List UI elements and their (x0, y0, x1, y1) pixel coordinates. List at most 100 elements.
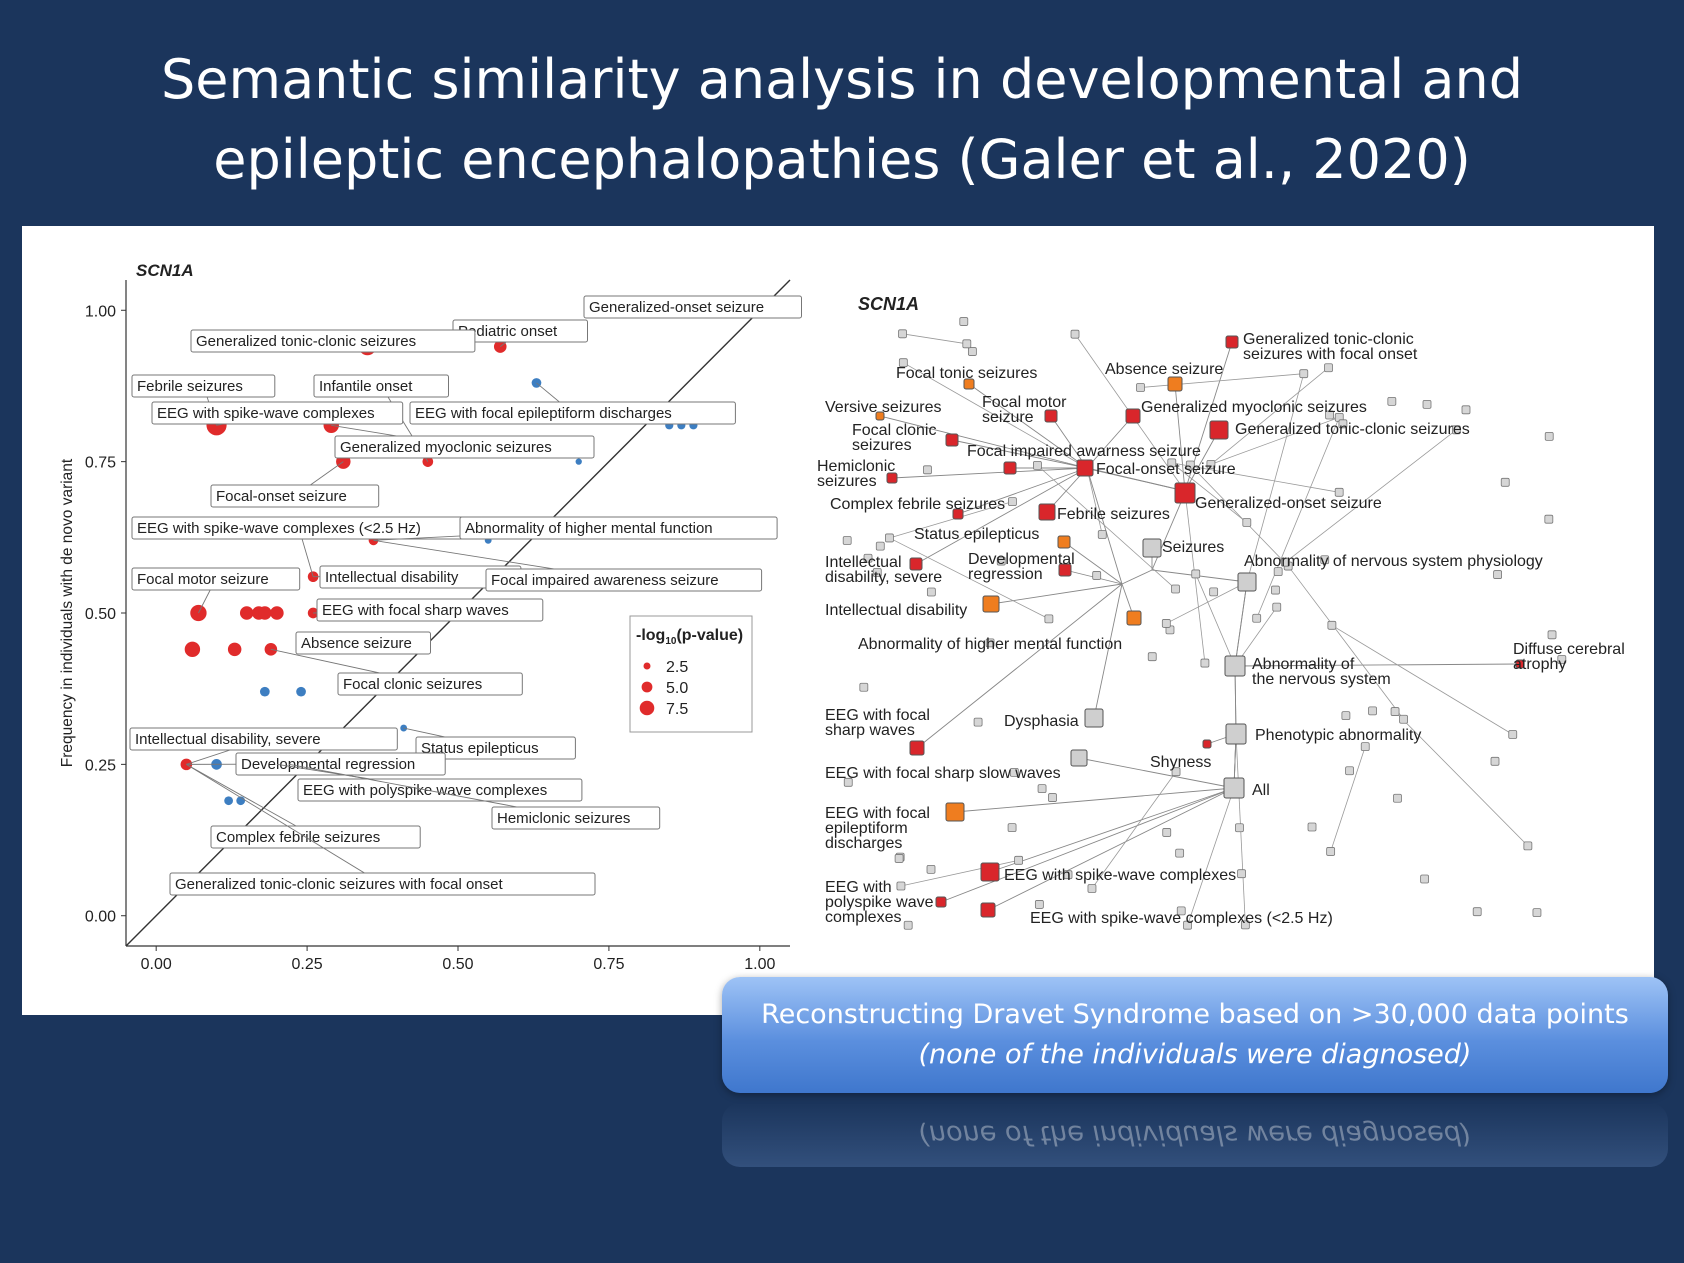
network-node-small (1008, 497, 1017, 506)
network-node-label: Focal impaired awarness seizure (967, 443, 1201, 460)
annotation-label: EEG with focal epileptiform discharges (409, 382, 736, 425)
annotation-text: EEG with spike-wave complexes (157, 405, 375, 422)
network-node-label: Hemiclonic seizures (817, 458, 895, 490)
callout-box: Reconstructing Dravet Syndrome based on … (722, 977, 1668, 1093)
network-node-small (1387, 397, 1397, 406)
significant-point (239, 606, 254, 620)
annotation-box (131, 374, 276, 398)
network-edge (957, 467, 1088, 515)
annotation-box (297, 778, 583, 802)
annotation-text: Abnormality of higher mental function (465, 520, 713, 537)
network-node (963, 378, 975, 390)
network-node-label: EEG with focal sharp waves (825, 707, 930, 739)
network-edge (1233, 733, 1237, 789)
annotation-text: Febrile seizures (137, 378, 243, 395)
network-edge (889, 501, 1013, 539)
network-node (1044, 409, 1058, 423)
network-edge (1140, 373, 1304, 388)
network-node-label: Phenotypic abnormality (1255, 727, 1421, 744)
network-node-small (1523, 841, 1533, 851)
annotation-label: Absence seizure (295, 631, 431, 655)
annotation-label: Intellectual disability, severe (129, 727, 398, 765)
network-node-small (1092, 571, 1102, 580)
network-node-label: EEG with polyspike wave complexes (825, 879, 934, 926)
network-node-small (962, 339, 972, 349)
network-edge (1234, 606, 1278, 667)
network-node-small (1345, 766, 1354, 776)
network-node-small (1320, 555, 1330, 565)
network-node-small (1162, 828, 1172, 837)
significant-point (184, 641, 201, 658)
network-node (875, 411, 885, 421)
annotation-text: EEG with polyspike wave complexes (303, 782, 547, 799)
network-node-small (1472, 907, 1482, 917)
network-node-label: Intellectual disability, severe (825, 554, 942, 586)
network-node (886, 472, 898, 484)
network-node (1084, 708, 1104, 728)
network-node-small (895, 852, 905, 862)
annotation-box (313, 374, 449, 398)
network-node-label: Focal tonic seizures (896, 365, 1037, 382)
network-node (1070, 749, 1088, 767)
annotation-box (129, 727, 398, 751)
network-node-small (926, 864, 936, 874)
network-node (980, 862, 1000, 882)
annotation-box (337, 672, 523, 696)
callout-reflection: (none of the individuals were diagnosed) (722, 1103, 1668, 1167)
annotation-text: EEG with spike-wave complexes (<2.5 Hz) (137, 520, 421, 537)
network-edge (989, 787, 1235, 873)
network-node-small (1033, 460, 1042, 470)
network-edge (1174, 383, 1186, 492)
network-node-small (1063, 870, 1073, 880)
annotation-box (210, 825, 421, 849)
network-node-small (1206, 459, 1216, 469)
network-node-small (1368, 706, 1377, 716)
network-edge (1206, 733, 1237, 745)
network-node-small (863, 553, 873, 563)
annotation-text: Intellectual disability, severe (135, 731, 321, 748)
network-node-label: Focal motor seizure (982, 394, 1067, 426)
network-node-small (1097, 530, 1107, 539)
annotation-text: Pediatric onset (458, 323, 558, 340)
network-edges (879, 333, 1529, 926)
network-node-label: Generalized myoclonic seizures (1141, 399, 1367, 416)
network-edge (1233, 733, 1237, 789)
network-node-label: Generalized tonic-clonic seizures with fo… (1243, 331, 1418, 363)
network-node-small (1037, 784, 1047, 794)
network-node-small (1544, 431, 1554, 441)
network-node-small (1147, 652, 1157, 662)
y-tick-label: 0.25 (85, 757, 116, 774)
network-node-small (898, 329, 907, 339)
network-edge (1256, 417, 1340, 619)
network-node (1058, 563, 1072, 577)
network-node-small (1165, 625, 1175, 635)
network-node-small (1334, 412, 1344, 422)
network-node-small (959, 317, 969, 326)
network-node-small (1175, 848, 1185, 858)
network-edge (1037, 465, 1176, 590)
annotation-label: Focal impaired awareness seizure (373, 539, 763, 592)
network-node-label: Absence seizure (1105, 361, 1223, 378)
network-edge (902, 333, 967, 345)
network-node-small (1242, 518, 1252, 527)
network-edge (951, 439, 1088, 469)
network-node-small (1334, 487, 1344, 497)
network-edge (1084, 467, 1186, 492)
network-node-label: EEG with spike-wave complexes (<2.5 Hz) (1030, 910, 1333, 927)
network-node-label: Dysphasia (1004, 713, 1079, 730)
annotation-text: Focal impaired awareness seizure (491, 572, 719, 589)
annotation-label: Febrile seizures (131, 374, 276, 426)
network-edge (1166, 581, 1248, 624)
network-edge (1151, 569, 1248, 583)
network-node (1209, 420, 1229, 440)
network-node-small (1326, 847, 1336, 856)
network-edge (916, 583, 1123, 749)
network-node-small (1034, 900, 1044, 909)
network-node (1038, 503, 1056, 521)
network-edge (1050, 415, 1088, 469)
network-edge (1234, 665, 1237, 735)
annotation-label: Focal motor seizure (131, 567, 301, 614)
network-node-label: Diffuse cerebral atrophy (1513, 641, 1625, 673)
annotation-box (409, 401, 736, 425)
network-edge (1329, 414, 1344, 425)
